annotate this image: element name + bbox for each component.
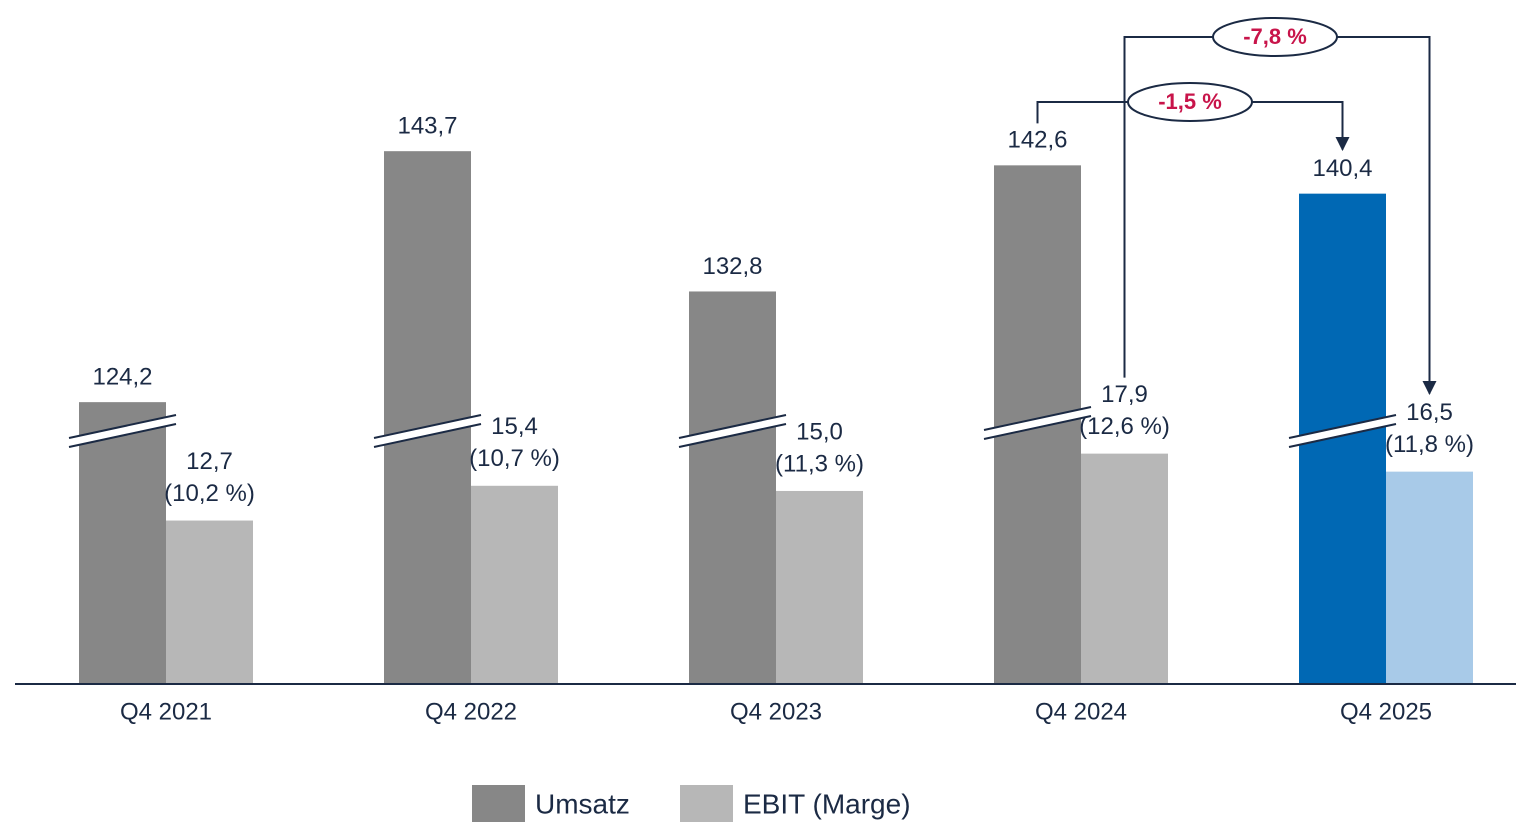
- margin-label: (10,7 %): [469, 445, 560, 472]
- axis-break: [373, 423, 482, 448]
- margin-label: (11,3 %): [775, 450, 864, 477]
- bar: [1386, 471, 1473, 684]
- value-label: 140,4: [1312, 155, 1372, 182]
- value-label: 15,0: [796, 418, 843, 445]
- legend-swatch: [472, 785, 525, 822]
- bar: [776, 490, 863, 684]
- bar: [79, 402, 166, 684]
- annotation-bubble: [1212, 17, 1338, 57]
- annotation-label: -7,8 %: [1243, 24, 1307, 49]
- bar: [166, 520, 253, 684]
- x-tick-label: Q4 2024: [1035, 698, 1127, 725]
- margin-label: (12,6 %): [1079, 413, 1170, 440]
- annotation-bubble: [1127, 82, 1253, 122]
- axis-break: [678, 414, 787, 439]
- value-label: 132,8: [702, 253, 762, 280]
- margin-label: (11,8 %): [1385, 431, 1474, 458]
- legend-swatch: [680, 785, 733, 822]
- value-label: 16,5: [1406, 399, 1453, 426]
- axis-break: [1288, 414, 1397, 439]
- legend-label: EBIT (Marge): [743, 788, 911, 819]
- axis-break: [1288, 423, 1397, 448]
- axis-break: [983, 415, 1092, 440]
- value-label: 12,7: [186, 448, 233, 475]
- axis-break: [679, 415, 786, 447]
- axis-break: [373, 414, 482, 439]
- margin-label: (10,2 %): [164, 480, 255, 507]
- bar: [384, 151, 471, 684]
- x-tick-label: Q4 2025: [1340, 698, 1432, 725]
- annotation-label: -1,5 %: [1158, 89, 1222, 114]
- bar: [689, 291, 776, 684]
- axis-break: [69, 415, 176, 447]
- x-tick-label: Q4 2023: [730, 698, 822, 725]
- bar: [471, 485, 558, 684]
- value-label: 15,4: [491, 413, 538, 440]
- axis-break: [68, 414, 177, 439]
- legend-label: Umsatz: [535, 788, 630, 819]
- axis-break: [983, 406, 1092, 431]
- value-label: 142,6: [1007, 127, 1067, 154]
- axis-break: [678, 423, 787, 448]
- value-label: 17,9: [1101, 381, 1148, 408]
- axis-break: [1289, 415, 1396, 447]
- value-label: 143,7: [397, 113, 457, 140]
- axis-break: [374, 415, 481, 447]
- bar: [1081, 453, 1168, 684]
- x-tick-label: Q4 2022: [425, 698, 517, 725]
- axis-break: [984, 407, 1091, 439]
- x-tick-label: Q4 2021: [120, 698, 212, 725]
- axis-break: [68, 423, 177, 448]
- value-label: 124,2: [92, 363, 152, 390]
